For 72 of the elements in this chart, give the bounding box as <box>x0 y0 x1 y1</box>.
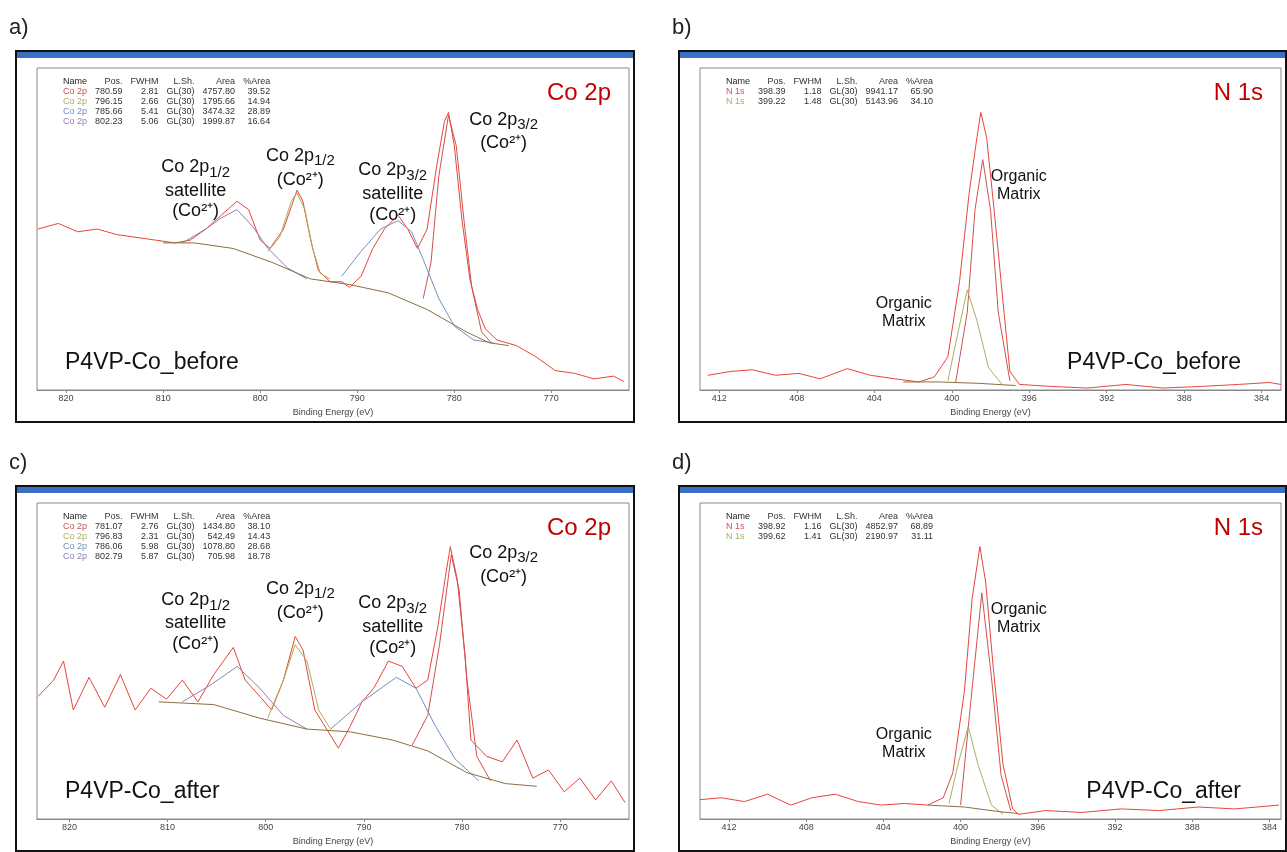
text: Name Pos. FWHM L.Sh. Area %Area <box>726 511 934 521</box>
text: P4VP-Co_after <box>1086 777 1241 804</box>
text: d) <box>672 449 692 475</box>
x-tick-label: 790 <box>349 392 365 403</box>
x-tick-label: 770 <box>543 392 559 403</box>
x-tick-label: 408 <box>798 821 814 832</box>
x-tick-label: 384 <box>1261 821 1277 832</box>
annotation: Co 2p$_{3/2}$ satellite (Co²⁺) <box>358 592 428 658</box>
x-tick-label: 780 <box>454 821 470 832</box>
x-tick-label: 396 <box>1021 392 1037 403</box>
text: Co 2p 785.66 5.41 GL(30) 3474.32 28.89 <box>63 106 271 116</box>
text: Co 2p 802.23 5.06 GL(30) 1999.87 16.64 <box>63 116 271 126</box>
annotation: Co 2p$_{1/2}$ (Co²⁺) <box>265 144 335 190</box>
text: Name Pos. FWHM L.Sh. Area %Area <box>63 76 271 86</box>
text: P4VP-Co_before <box>65 348 239 375</box>
x-tick-label: 400 <box>944 392 960 403</box>
x-tick-label: 412 <box>721 821 737 832</box>
annotation: Co 2p$_{1/2}$ satellite (Co²⁺) <box>161 156 231 222</box>
x-axis-title: Binding Energy (eV) <box>950 406 1031 417</box>
x-tick-label: 404 <box>875 821 891 832</box>
x-tick-label: 388 <box>1176 392 1192 403</box>
annotation: Co 2p$_{3/2}$ satellite (Co²⁺) <box>358 159 428 225</box>
text: P4VP-Co_after <box>65 777 220 804</box>
text: N 1s 398.39 1.18 GL(30) 9941.17 65.90 <box>726 86 934 96</box>
annotation: Co 2p$_{3/2}$ (Co²⁺) <box>469 108 539 153</box>
x-tick-label: 800 <box>258 821 274 832</box>
x-tick-label: 400 <box>953 821 969 832</box>
text: a) <box>9 14 29 40</box>
text: c) <box>9 449 28 475</box>
chart-title: Co 2p <box>546 78 611 106</box>
x-axis-title: Binding Energy (eV) <box>292 835 374 846</box>
x-tick-label: 392 <box>1099 392 1115 403</box>
text: N 1s 398.92 1.16 GL(30) 4852.97 68.89 <box>726 521 934 531</box>
annotation: Co 2p$_{1/2}$ satellite (Co²⁺) <box>161 588 231 655</box>
x-axis-title: Binding Energy (eV) <box>292 406 374 417</box>
text: Co 2p 780.59 2.81 GL(30) 4757.80 39.52 <box>63 86 271 96</box>
text: Co 2p 802.79 5.87 GL(30) 705.98 18.78 <box>63 551 271 561</box>
x-tick-label: 790 <box>356 821 372 832</box>
x-tick-label: 396 <box>1030 821 1046 832</box>
annotation: Organic Matrix <box>875 293 932 331</box>
x-tick-label: 810 <box>160 821 176 832</box>
text: N 1s 399.62 1.41 GL(30) 2190.97 31.11 <box>726 531 934 541</box>
chart-title: Co 2p <box>546 513 611 541</box>
chart-title: N 1s <box>1213 78 1263 106</box>
x-tick-label: 820 <box>61 821 77 832</box>
annotation: Organic Matrix <box>875 724 932 762</box>
text: Name Pos. FWHM L.Sh. Area %Area <box>63 511 271 521</box>
text: P4VP-Co_before <box>1067 348 1241 375</box>
x-tick-label: 780 <box>446 392 462 403</box>
x-tick-label: 404 <box>866 392 882 403</box>
annotation: Co 2p$_{3/2}$ (Co²⁺) <box>469 542 539 587</box>
text: b) <box>672 14 692 40</box>
text: N 1s 399.22 1.48 GL(30) 5143.96 34.10 <box>726 96 934 106</box>
x-tick-label: 392 <box>1107 821 1123 832</box>
text: Name Pos. FWHM L.Sh. Area %Area <box>726 76 934 86</box>
x-tick-label: 412 <box>711 392 727 403</box>
x-tick-label: 384 <box>1254 392 1270 403</box>
x-tick-label: 810 <box>155 392 171 403</box>
x-tick-label: 408 <box>789 392 805 403</box>
text: Co 2p 781.07 2.76 GL(30) 1434.80 38.10 <box>63 521 271 531</box>
text: Co 2p 796.15 2.66 GL(30) 1795.66 14.94 <box>63 96 271 106</box>
x-tick-label: 800 <box>252 392 268 403</box>
annotation: Organic Matrix <box>990 166 1047 204</box>
text: Co 2p 796.83 2.31 GL(30) 542.49 14.43 <box>63 531 271 541</box>
x-tick-label: 770 <box>552 821 568 832</box>
x-axis-title: Binding Energy (eV) <box>950 835 1031 846</box>
text: Co 2p 786.06 5.98 GL(30) 1078.80 28.68 <box>63 541 271 551</box>
x-tick-label: 388 <box>1184 821 1200 832</box>
x-tick-label: 820 <box>58 392 74 403</box>
chart-title: N 1s <box>1213 513 1263 541</box>
annotation: Organic Matrix <box>990 599 1047 637</box>
annotation: Co 2p$_{1/2}$ (Co²⁺) <box>265 577 335 623</box>
